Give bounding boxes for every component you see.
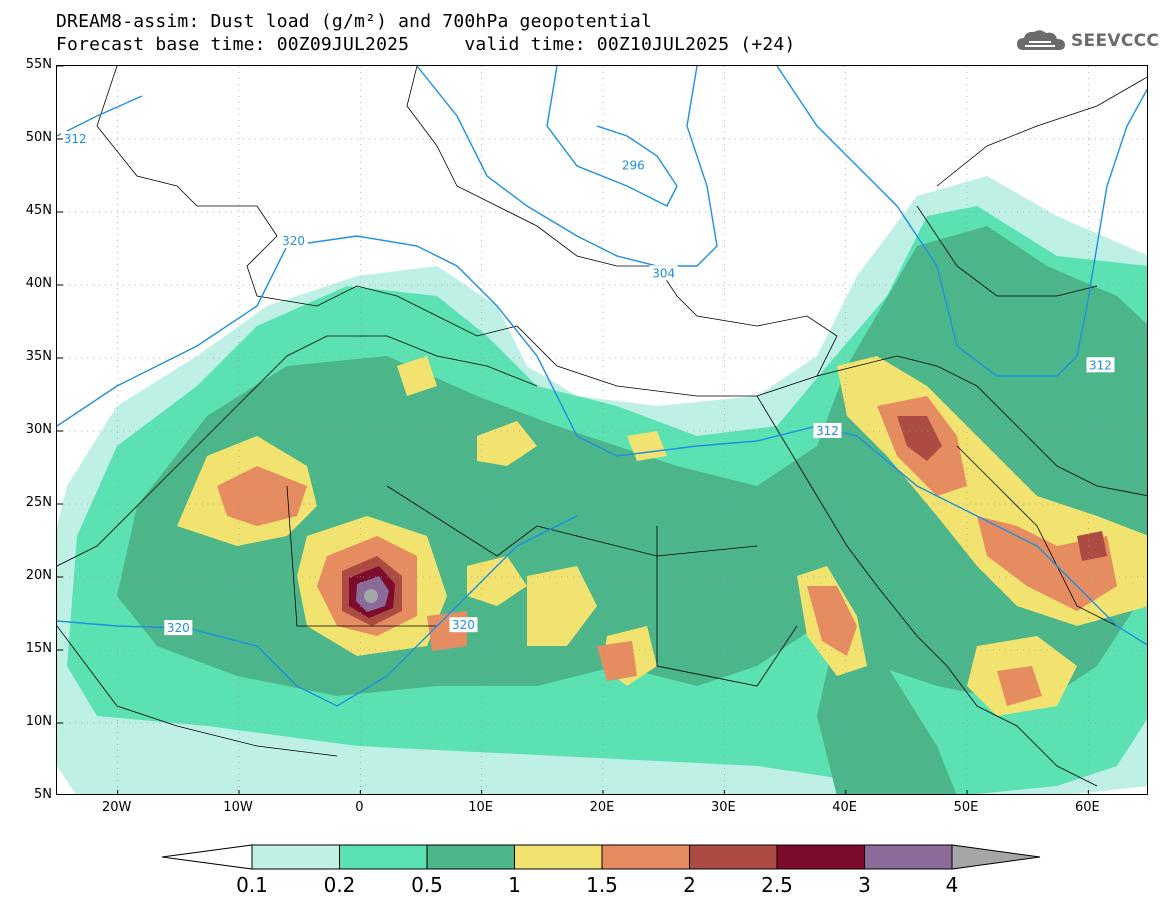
colorbar-segment (251, 844, 340, 870)
map-title: DREAM8-assim: Dust load (g/m²) and 700hP… (56, 11, 652, 32)
colorbar-segment (426, 844, 515, 870)
colorbar-label: 2.5 (761, 873, 793, 897)
latitude-label: 25N (25, 495, 52, 510)
colorbar-label: 0.2 (323, 873, 356, 897)
dust-load-shading (57, 176, 1147, 794)
longitude-label: 50E (953, 800, 979, 815)
colorbar-label: 1 (508, 873, 521, 897)
colorbar-label: 4 (945, 873, 959, 897)
contour-label-text: 312 (816, 424, 839, 438)
colorbar-low-end (161, 844, 253, 870)
latitude-label: 55N (25, 57, 52, 72)
geopotential-contours (57, 66, 1147, 707)
longitude-label: 20E (589, 800, 615, 815)
colorbar (161, 844, 1041, 870)
colorbar-label: 1.5 (586, 873, 618, 897)
colorbar-segment (601, 844, 690, 870)
colorbar-label: 0.1 (236, 873, 268, 897)
colorbar-segment (514, 844, 603, 870)
contour-label: 312 (813, 423, 842, 438)
colorbar-label: 2 (683, 873, 696, 897)
cloud-icon (1017, 30, 1065, 50)
contour-label: 304 (649, 265, 678, 281)
colorbar-segment (689, 844, 778, 870)
dust-map: 312 320 296 304 312 312 320 320 (57, 66, 1147, 794)
contour-label-text: 296 (622, 158, 645, 172)
graticule (57, 66, 1147, 794)
latitude-label: 5N (34, 787, 52, 802)
latitude-label: 15N (25, 641, 52, 656)
contour-label: 296 (619, 157, 648, 173)
latitude-label: 20N (25, 568, 52, 583)
longitude-label: 20W (101, 800, 132, 815)
colorbar-high-end (951, 844, 1041, 870)
colorbar-segment (339, 844, 428, 870)
contour-label-text: 312 (1089, 358, 1112, 372)
latitude-label: 50N (25, 130, 52, 145)
longitude-label: 10W (223, 800, 253, 815)
longitude-label: 30E (710, 800, 736, 815)
latitude-label: 30N (25, 422, 52, 437)
contour-label: 312 (61, 131, 90, 146)
seevccc-logo: SEEVCCC (1015, 26, 1159, 56)
contour-label-text: 320 (167, 621, 190, 635)
contour-label-text: 320 (452, 618, 475, 632)
longitude-label: 40E (832, 800, 858, 815)
contour-label: 320 (279, 233, 308, 249)
contour-label: 320 (449, 617, 478, 633)
longitude-label: 10E (468, 800, 494, 815)
colorbar-segment (864, 844, 953, 870)
colorbar-label: 3 (858, 873, 871, 897)
latitude-label: 35N (25, 349, 52, 364)
forecast-time-line: Forecast base time: 00Z09JUL2025 valid t… (56, 34, 796, 55)
contour-label-text: 304 (652, 266, 675, 280)
latitude-label: 40N (25, 276, 52, 291)
colorbar-segment (776, 844, 865, 870)
contour-labels: 312 320 296 304 312 312 320 320 (61, 131, 1115, 636)
contour-label-text: 312 (64, 132, 87, 146)
latitude-label: 10N (25, 714, 52, 729)
logo-text: SEEVCCC (1071, 31, 1160, 51)
latitude-label: 45N (25, 203, 52, 218)
longitude-label: 60E (1074, 800, 1100, 815)
contour-label: 320 (164, 620, 193, 636)
contour-label: 312 (1086, 357, 1115, 373)
longitude-label: 0 (355, 800, 364, 815)
contour-label-text: 320 (282, 234, 305, 248)
map-area: 312 320 296 304 312 312 320 320 (56, 65, 1148, 795)
colorbar-label: 0.5 (411, 873, 443, 897)
